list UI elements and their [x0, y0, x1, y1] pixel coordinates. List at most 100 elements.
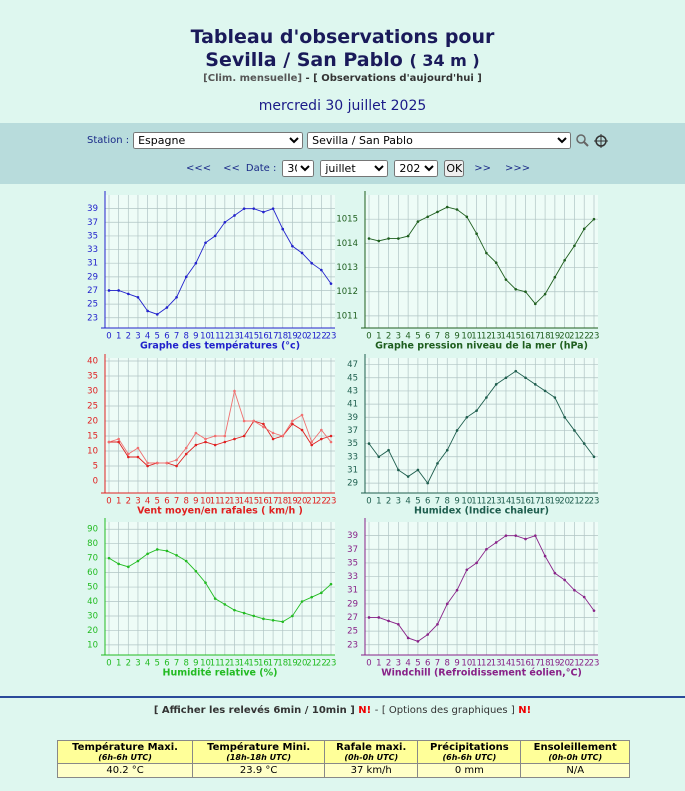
point — [504, 376, 508, 380]
x-tick-label: 17 — [530, 659, 541, 669]
x-tick-label: 22 — [579, 497, 590, 507]
x-tick-label: 21 — [569, 659, 580, 669]
point — [436, 210, 439, 214]
station-name: Sevilla / San Pablo — [205, 49, 403, 71]
table-value: 40.2 °C — [56, 763, 194, 778]
point — [310, 261, 313, 265]
point — [271, 431, 275, 435]
plot-area — [105, 522, 335, 655]
period: (0h-0h UTC) — [344, 753, 399, 762]
month-select[interactable]: juillet — [320, 160, 389, 177]
x-tick-label: 1 — [376, 497, 381, 507]
x-tick-label: 3 — [135, 659, 140, 669]
y-tick-label: 25 — [87, 300, 98, 310]
nav-first[interactable]: <<< — [186, 163, 212, 174]
y-tick-label: 39 — [87, 204, 98, 214]
x-tick-label: 15 — [510, 659, 521, 669]
link-obs[interactable]: [ Observations d'aujourd'hui ] — [313, 73, 482, 84]
point — [223, 434, 227, 438]
x-tick-label: 11 — [210, 659, 221, 669]
x-tick-label: 10 — [200, 332, 211, 342]
point — [281, 227, 285, 231]
x-tick-label: 11 — [471, 332, 482, 342]
y-tick-label: 27 — [87, 286, 98, 296]
form-band: Station : Espagne Sevilla / San Pablo <<… — [0, 123, 685, 184]
point — [406, 636, 410, 640]
x-tick-label: 18 — [540, 659, 551, 669]
x-tick-label: 14 — [239, 659, 250, 669]
x-tick-label: 16 — [520, 497, 531, 507]
point — [367, 237, 371, 240]
point — [426, 633, 429, 636]
x-tick-label: 6 — [164, 659, 169, 669]
nav-last[interactable]: >>> — [505, 163, 531, 174]
y-tick-label: 25 — [87, 402, 98, 412]
y-tick-label: 35 — [347, 558, 358, 568]
point — [291, 419, 294, 423]
icons[interactable] — [575, 133, 611, 149]
point — [291, 422, 294, 426]
year-select[interactable]: 2025 — [394, 160, 439, 177]
y-tick-label: 40 — [87, 597, 98, 607]
x-tick-label: 2 — [126, 659, 131, 669]
station-select[interactable]: Sevilla / San Pablo — [307, 132, 572, 149]
point — [233, 389, 236, 393]
point — [107, 556, 111, 560]
x-tick-label: 22 — [316, 332, 327, 342]
x-tick-label: 16 — [520, 659, 531, 669]
x-tick-label: 7 — [435, 497, 440, 507]
x-tick-label: 22 — [579, 659, 590, 669]
x-tick-label: 12 — [481, 497, 492, 507]
x-tick-label: 2 — [126, 332, 131, 342]
link-clim[interactable]: [Clim. mensuelle] — [203, 73, 303, 84]
x-tick-label: 19 — [287, 497, 298, 507]
point — [194, 569, 198, 573]
options-link[interactable]: [ Options des graphiques ] — [381, 705, 515, 716]
point — [117, 562, 120, 566]
nav-next[interactable]: >> — [474, 163, 491, 174]
point — [377, 239, 381, 243]
subtitle: Sevilla / San Pablo ( 34 m ) — [0, 49, 685, 71]
x-tick-label: 12 — [481, 659, 492, 669]
y-tick-label: 50 — [87, 583, 98, 593]
day-select[interactable]: 30 — [282, 160, 315, 177]
point — [406, 234, 410, 238]
point — [504, 278, 508, 281]
chart-title: Windchill (Refroidissement éolien,°C) — [381, 668, 582, 679]
point — [213, 434, 217, 438]
point — [300, 251, 304, 255]
y-tick-label: 30 — [87, 611, 98, 621]
ok-button[interactable]: OK — [444, 160, 465, 177]
point — [329, 440, 333, 444]
point — [494, 261, 498, 265]
point — [563, 415, 566, 419]
point — [136, 455, 140, 459]
x-tick-label: 21 — [569, 332, 580, 342]
x-tick-label: 11 — [471, 497, 482, 507]
divider — [0, 696, 685, 698]
header-text: Ensoleillement — [533, 742, 617, 753]
x-tick-label: 5 — [415, 659, 420, 669]
show-link[interactable]: [ Afficher les relevés 6min / 10min ] — [153, 705, 355, 716]
point — [300, 413, 304, 417]
point — [397, 237, 400, 240]
y-tick-label: 27 — [347, 613, 358, 623]
x-tick-label: 16 — [258, 332, 269, 342]
x-tick-label: 7 — [174, 497, 179, 507]
x-tick-label: 4 — [145, 497, 150, 507]
table-header: Ensoleillement (0h-0h UTC) — [520, 740, 630, 764]
point — [127, 452, 130, 456]
point — [582, 442, 586, 445]
country-select[interactable]: Espagne — [133, 132, 304, 149]
nav-prev[interactable]: << — [223, 163, 240, 174]
x-tick-label: 15 — [248, 332, 259, 342]
date-label: Date : — [245, 163, 277, 174]
x-tick-label: 1 — [376, 332, 381, 342]
y-tick-label: 35 — [347, 439, 358, 449]
point — [524, 537, 527, 541]
point — [534, 302, 537, 306]
point — [436, 623, 439, 626]
point — [563, 578, 566, 582]
x-tick-label: 16 — [258, 659, 269, 669]
x-tick-label: 11 — [210, 332, 221, 342]
